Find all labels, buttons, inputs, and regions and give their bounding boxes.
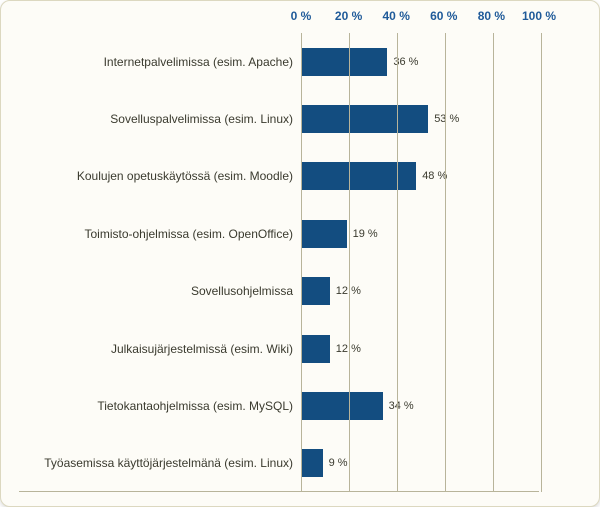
tick-label: 80 % bbox=[478, 9, 505, 23]
bar bbox=[301, 162, 416, 190]
bar-chart: 0 % 20 % 40 % 60 % 80 % 100 % Internetpalveli… bbox=[0, 0, 600, 507]
category-label: Työasemissa käyttöjärjestelmänä (esim. L… bbox=[19, 456, 301, 470]
bar-row: Tietokantaohjelmissa (esim. MySQL) 34 % bbox=[19, 377, 539, 434]
bar-row: Koulujen opetuskäytössä (esim. Moodle) 48… bbox=[19, 148, 539, 205]
gridline bbox=[493, 33, 494, 492]
category-label: Sovelluspalvelimissa (esim. Linux) bbox=[19, 112, 301, 126]
bar-area: 9 % bbox=[301, 435, 539, 492]
bar-area: 12 % bbox=[301, 320, 539, 377]
tick-label: 60 % bbox=[430, 9, 457, 23]
bar-row: Toimisto-ohjelmissa (esim. OpenOffice) 19… bbox=[19, 205, 539, 262]
category-label: Koulujen opetuskäytössä (esim. Moodle) bbox=[19, 169, 301, 183]
bar-area: 34 % bbox=[301, 377, 539, 434]
tick-label: 20 % bbox=[335, 9, 362, 23]
bar-area: 19 % bbox=[301, 205, 539, 262]
baseline bbox=[19, 491, 539, 492]
gridline bbox=[397, 33, 398, 492]
bar-area: 36 % bbox=[301, 33, 539, 90]
bar bbox=[301, 220, 347, 248]
gridline bbox=[445, 33, 446, 492]
bar-row: Sovellusohjelmissa12 % bbox=[19, 263, 539, 320]
value-label: 9 % bbox=[329, 457, 348, 469]
bar-area: 48 % bbox=[301, 148, 539, 205]
bar bbox=[301, 449, 323, 477]
bar bbox=[301, 335, 330, 363]
bar bbox=[301, 277, 330, 305]
value-label: 53 % bbox=[434, 113, 459, 125]
bar-rows: Internetpalvelimissa (esim. Apache)36 %S… bbox=[19, 33, 539, 492]
bar bbox=[301, 48, 387, 76]
plot-area: Internetpalvelimissa (esim. Apache)36 %S… bbox=[19, 33, 539, 492]
gridline bbox=[301, 33, 302, 492]
tick-label: 40 % bbox=[383, 9, 410, 23]
value-label: 19 % bbox=[353, 228, 378, 240]
bar-area: 53 % bbox=[301, 90, 539, 147]
bar bbox=[301, 392, 383, 420]
category-label: Toimisto-ohjelmissa (esim. OpenOffice) bbox=[19, 227, 301, 241]
gridline bbox=[349, 33, 350, 492]
category-label: Tietokantaohjelmissa (esim. MySQL) bbox=[19, 399, 301, 413]
category-label: Internetpalvelimissa (esim. Apache) bbox=[19, 55, 301, 69]
bar-row: Sovelluspalvelimissa (esim. Linux) 53 % bbox=[19, 90, 539, 147]
bar-row: Työasemissa käyttöjärjestelmänä (esim. L… bbox=[19, 435, 539, 492]
value-label: 34 % bbox=[389, 400, 414, 412]
bar-row: Internetpalvelimissa (esim. Apache)36 % bbox=[19, 33, 539, 90]
bar-row: Julkaisujärjestelmissä (esim. Wiki)12 % bbox=[19, 320, 539, 377]
bar bbox=[301, 105, 428, 133]
bar-area: 12 % bbox=[301, 263, 539, 320]
tick-label: 0 % bbox=[291, 9, 312, 23]
tick-label: 100 % bbox=[522, 9, 556, 23]
gridline bbox=[541, 33, 542, 492]
category-label: Julkaisujärjestelmissä (esim. Wiki) bbox=[19, 342, 301, 356]
category-label: Sovellusohjelmissa bbox=[19, 284, 301, 298]
value-label: 48 % bbox=[422, 170, 447, 182]
x-axis: 0 %20 %40 %60 %80 %100 % bbox=[301, 9, 539, 33]
